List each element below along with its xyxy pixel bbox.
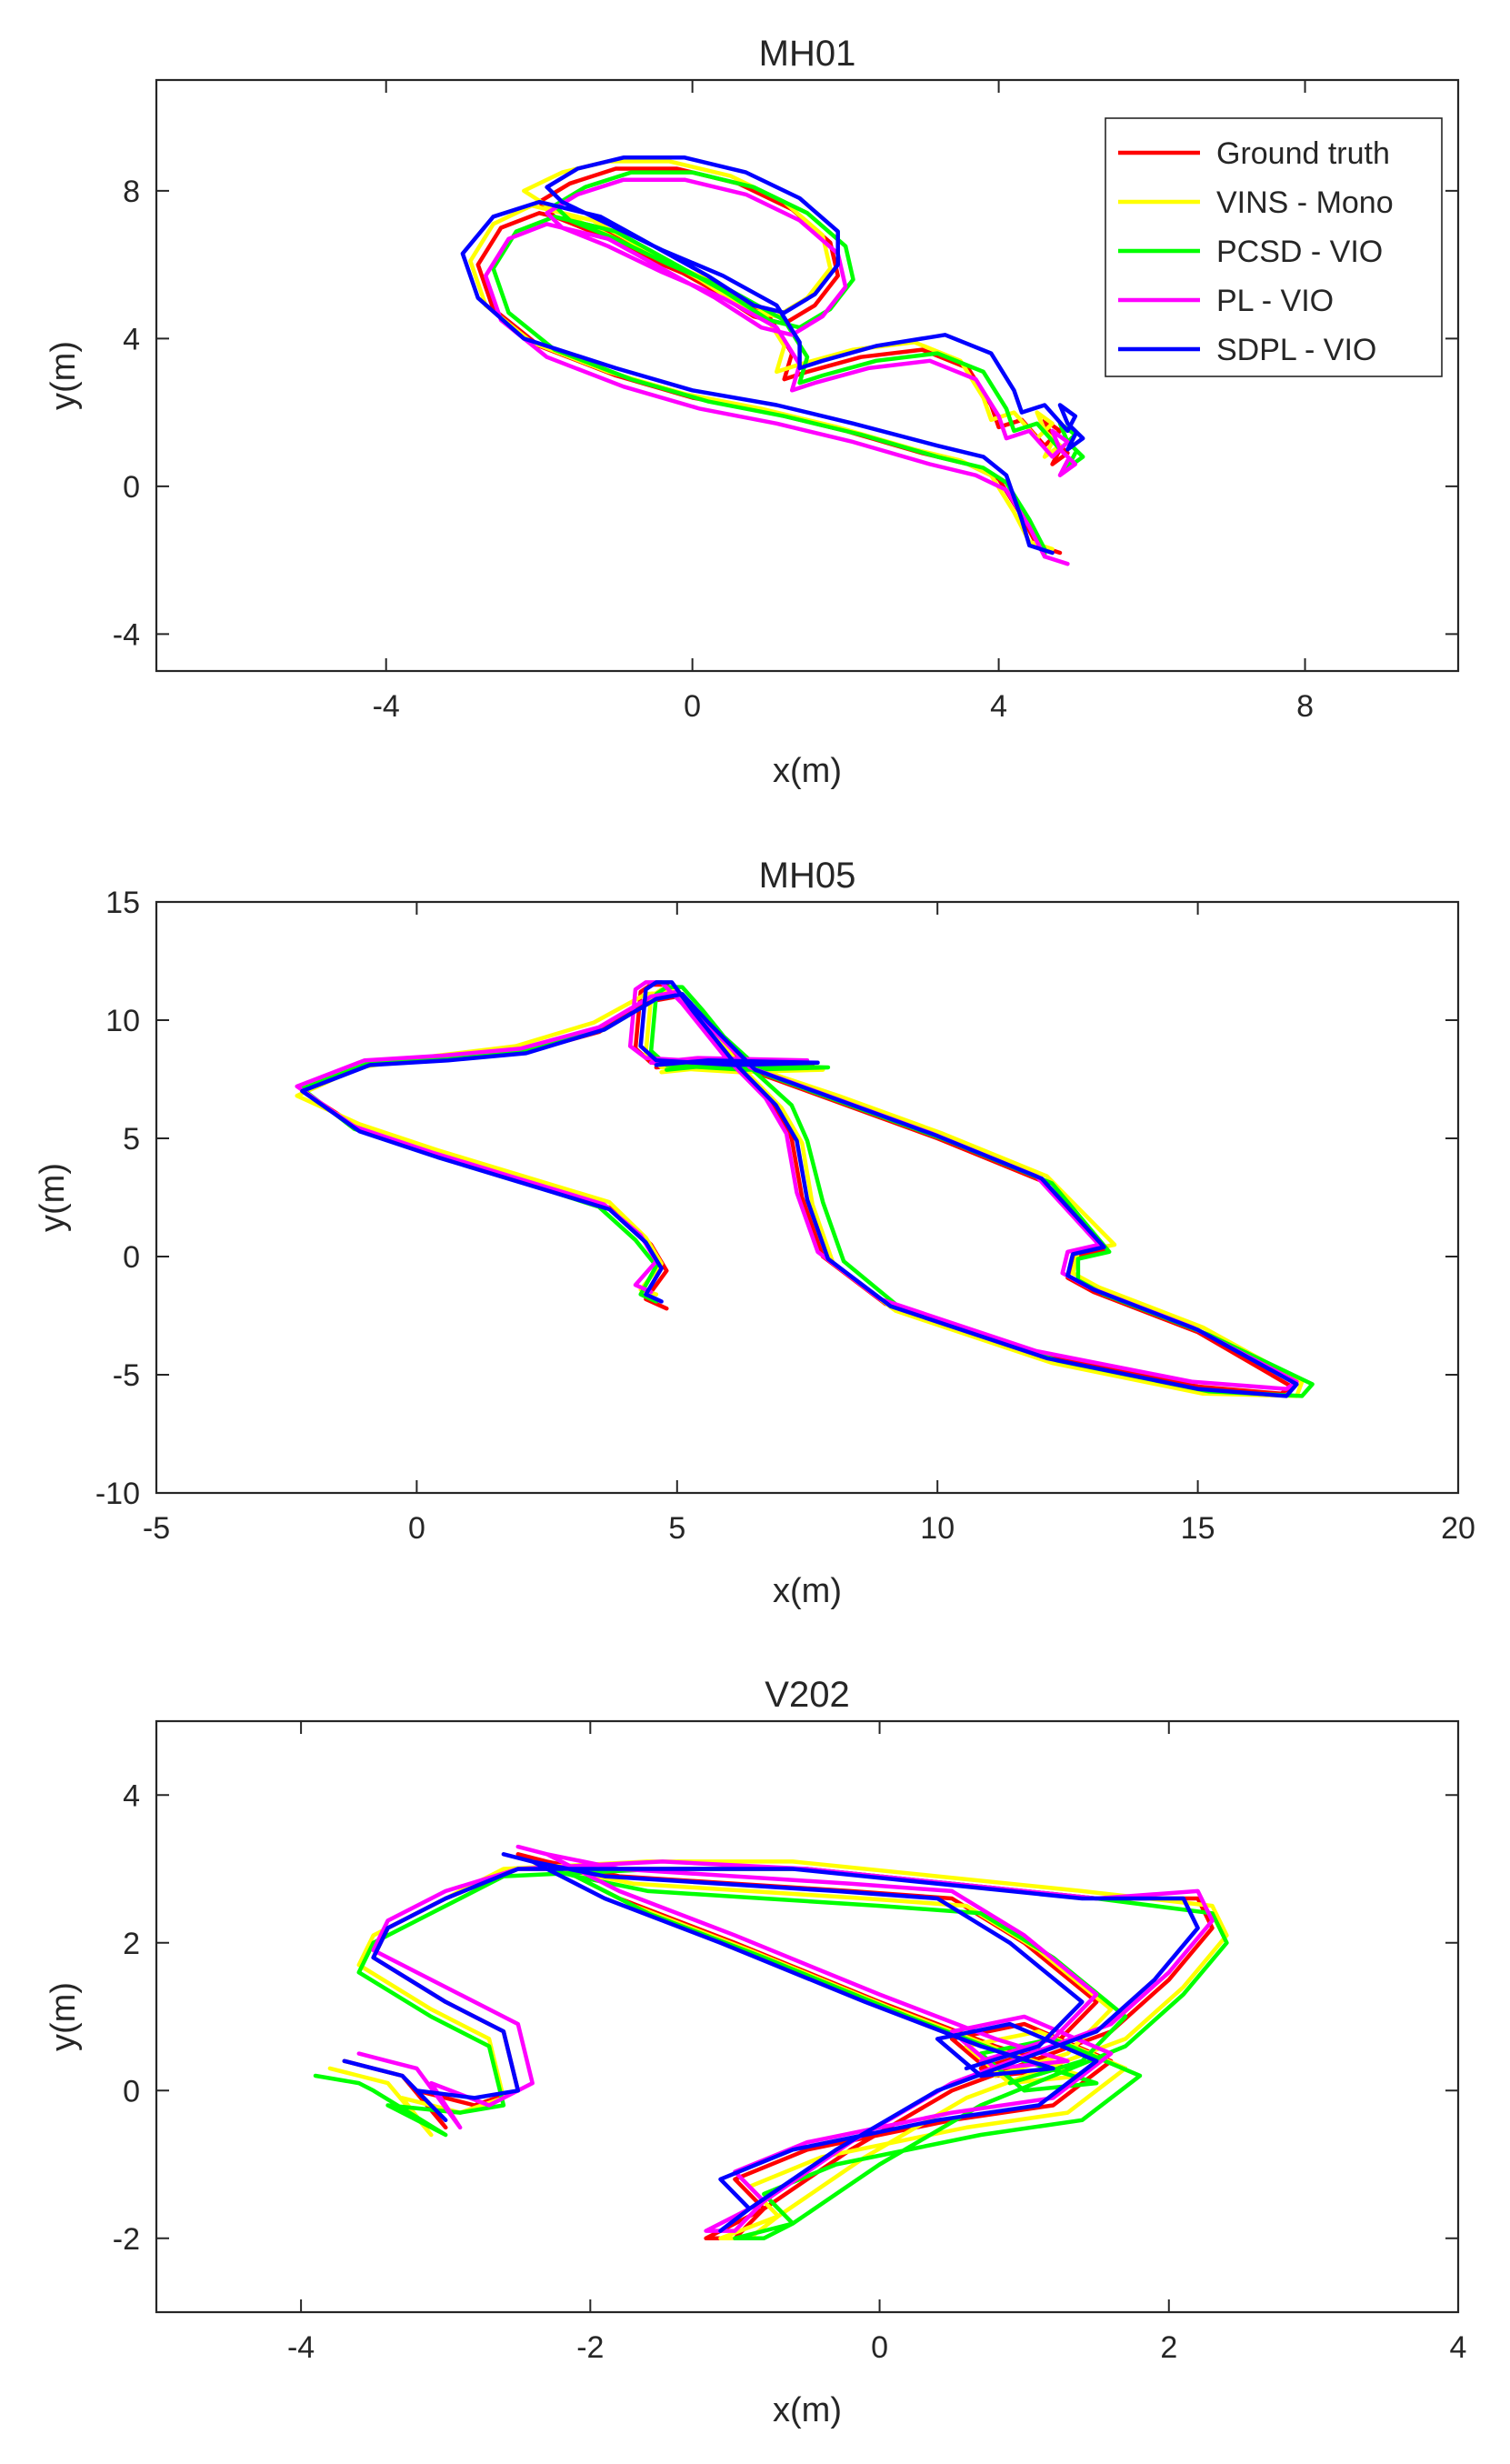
chart-mh01: -4 0 4 8 -4 0 4 8 MH01 x(m) y(m) Ground truth VINS -…	[45, 34, 1460, 790]
y-tick-label: 2	[123, 1927, 140, 1961]
series-line-pcsd-vio	[491, 170, 1085, 559]
legend-entry: SDPL - VIO	[1216, 333, 1376, 367]
x-tick-label: 0	[408, 1511, 425, 1546]
x-axis-label: x(m)	[773, 752, 842, 790]
x-axis-label: x(m)	[773, 1572, 842, 1610]
series-group	[313, 1844, 1229, 2241]
x-tick-label: 8	[1296, 689, 1314, 724]
x-tick-label: -4	[373, 689, 400, 724]
x-tick-label: 5	[668, 1511, 685, 1546]
series-line-sdpl-vio	[460, 155, 1085, 556]
legend-entry: PCSD - VIO	[1216, 235, 1383, 269]
x-tick-label: 4	[1450, 2330, 1467, 2365]
y-tick-label: 5	[123, 1122, 140, 1157]
x-tick-label: 2	[1160, 2330, 1177, 2365]
y-tick-label: 0	[123, 2074, 140, 2108]
y-axis-label: y(m)	[34, 1163, 72, 1232]
y-tick-label: 8	[123, 175, 140, 209]
plot-area	[155, 1719, 1460, 2314]
series-line-pl-vio	[483, 177, 1078, 566]
legend-entry: Ground truth	[1216, 136, 1390, 171]
series-line-sdpl-vio	[342, 1852, 1200, 2233]
y-tick-label: 0	[123, 470, 140, 505]
series-group	[460, 155, 1085, 566]
x-tick-label: 0	[684, 689, 701, 724]
y-tick-label: -2	[113, 2222, 140, 2257]
x-tick-label: -2	[576, 2330, 604, 2365]
legend-entry: VINS - Mono	[1216, 185, 1394, 220]
y-tick-label: 4	[123, 322, 140, 356]
x-tick-label: 10	[920, 1511, 955, 1546]
x-tick-label: 0	[871, 2330, 888, 2365]
chart-title: V202	[765, 1675, 849, 1715]
legend-box	[1105, 117, 1443, 377]
x-tick-label: 20	[1441, 1511, 1475, 1546]
x-axis-label: x(m)	[773, 2391, 842, 2429]
y-tick-label: -10	[95, 1477, 140, 1511]
y-tick-label: 4	[123, 1778, 140, 1813]
legend: Ground truth VINS - Mono PCSD - VIO PL - VI…	[1105, 117, 1443, 377]
y-axis-label: y(m)	[45, 1982, 83, 2051]
x-tick-label: -4	[287, 2330, 315, 2365]
y-tick-label: 15	[105, 886, 140, 920]
x-tick-label: 15	[1181, 1511, 1215, 1546]
x-tick-label: -5	[143, 1511, 170, 1546]
legend-entry: PL - VIO	[1216, 284, 1334, 318]
y-axis-label: y(m)	[45, 341, 83, 410]
y-tick-label: 10	[105, 1004, 140, 1038]
y-tick-label: 0	[123, 1240, 140, 1275]
series-line-sdpl-vio	[300, 980, 1299, 1398]
y-tick-label: -5	[113, 1358, 140, 1393]
series-line-pcsd-vio	[313, 1867, 1229, 2241]
chart-v202: -4 -2 0 2 4 -2 0 2 4 V202 x(m) y(m)	[45, 1675, 1466, 2429]
chart-title: MH05	[759, 856, 856, 896]
chart-title: MH01	[759, 34, 856, 74]
y-tick-label: -4	[113, 617, 140, 652]
series-group	[295, 980, 1315, 1398]
x-tick-label: 4	[990, 689, 1007, 724]
